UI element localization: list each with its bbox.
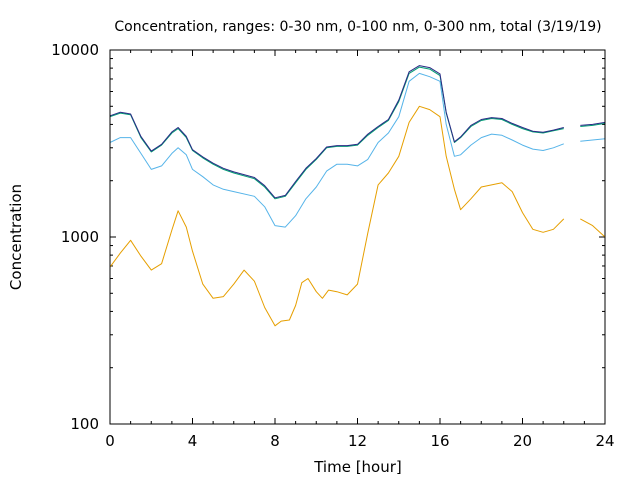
chart-title: Concentration, ranges: 0-30 nm, 0-100 nm… — [114, 19, 601, 35]
x-axis-label: Time [hour] — [313, 458, 402, 476]
series-line-3 — [109, 65, 606, 199]
axes-group: 0 4 8 12 16 20 24 100 1000 10000 — [51, 41, 614, 450]
plot-frame — [109, 49, 606, 425]
x-tick-label: 4 — [188, 432, 198, 450]
x-tick-label: 20 — [513, 432, 532, 450]
x-tick-label: 12 — [348, 432, 367, 450]
series-group — [109, 65, 606, 327]
y-tick-label: 100 — [70, 415, 99, 433]
y-tick-label: 1000 — [61, 228, 99, 246]
x-tick-label: 0 — [105, 432, 115, 450]
x-tick-label: 8 — [270, 432, 280, 450]
x-tick-label: 16 — [430, 432, 449, 450]
series-line-1 — [109, 72, 606, 228]
series-line-0 — [109, 105, 606, 327]
x-tick-label: 24 — [595, 432, 614, 450]
y-tick-label: 10000 — [51, 41, 99, 59]
series-line-2 — [109, 66, 606, 200]
y-axis-label: Concentration — [7, 184, 25, 290]
